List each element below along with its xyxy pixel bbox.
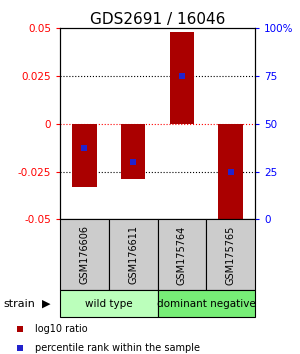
Bar bbox=[206, 219, 255, 290]
Bar bbox=[72, 124, 97, 187]
Text: GSM175764: GSM175764 bbox=[177, 225, 187, 285]
Text: ▶: ▶ bbox=[42, 298, 51, 309]
Text: GSM176611: GSM176611 bbox=[128, 225, 138, 284]
Text: GSM175765: GSM175765 bbox=[226, 225, 236, 285]
Bar bbox=[60, 219, 109, 290]
Text: dominant negative: dominant negative bbox=[157, 298, 256, 309]
Bar bbox=[121, 124, 145, 179]
Bar bbox=[170, 32, 194, 124]
Text: strain: strain bbox=[3, 298, 35, 309]
Text: log10 ratio: log10 ratio bbox=[35, 324, 87, 333]
Text: wild type: wild type bbox=[85, 298, 133, 309]
Title: GDS2691 / 16046: GDS2691 / 16046 bbox=[90, 12, 225, 27]
Bar bbox=[158, 219, 206, 290]
Text: percentile rank within the sample: percentile rank within the sample bbox=[35, 343, 200, 353]
Bar bbox=[109, 219, 158, 290]
Bar bbox=[218, 124, 243, 229]
Bar bbox=[158, 290, 255, 317]
Bar bbox=[60, 290, 158, 317]
Text: GSM176606: GSM176606 bbox=[80, 225, 89, 284]
